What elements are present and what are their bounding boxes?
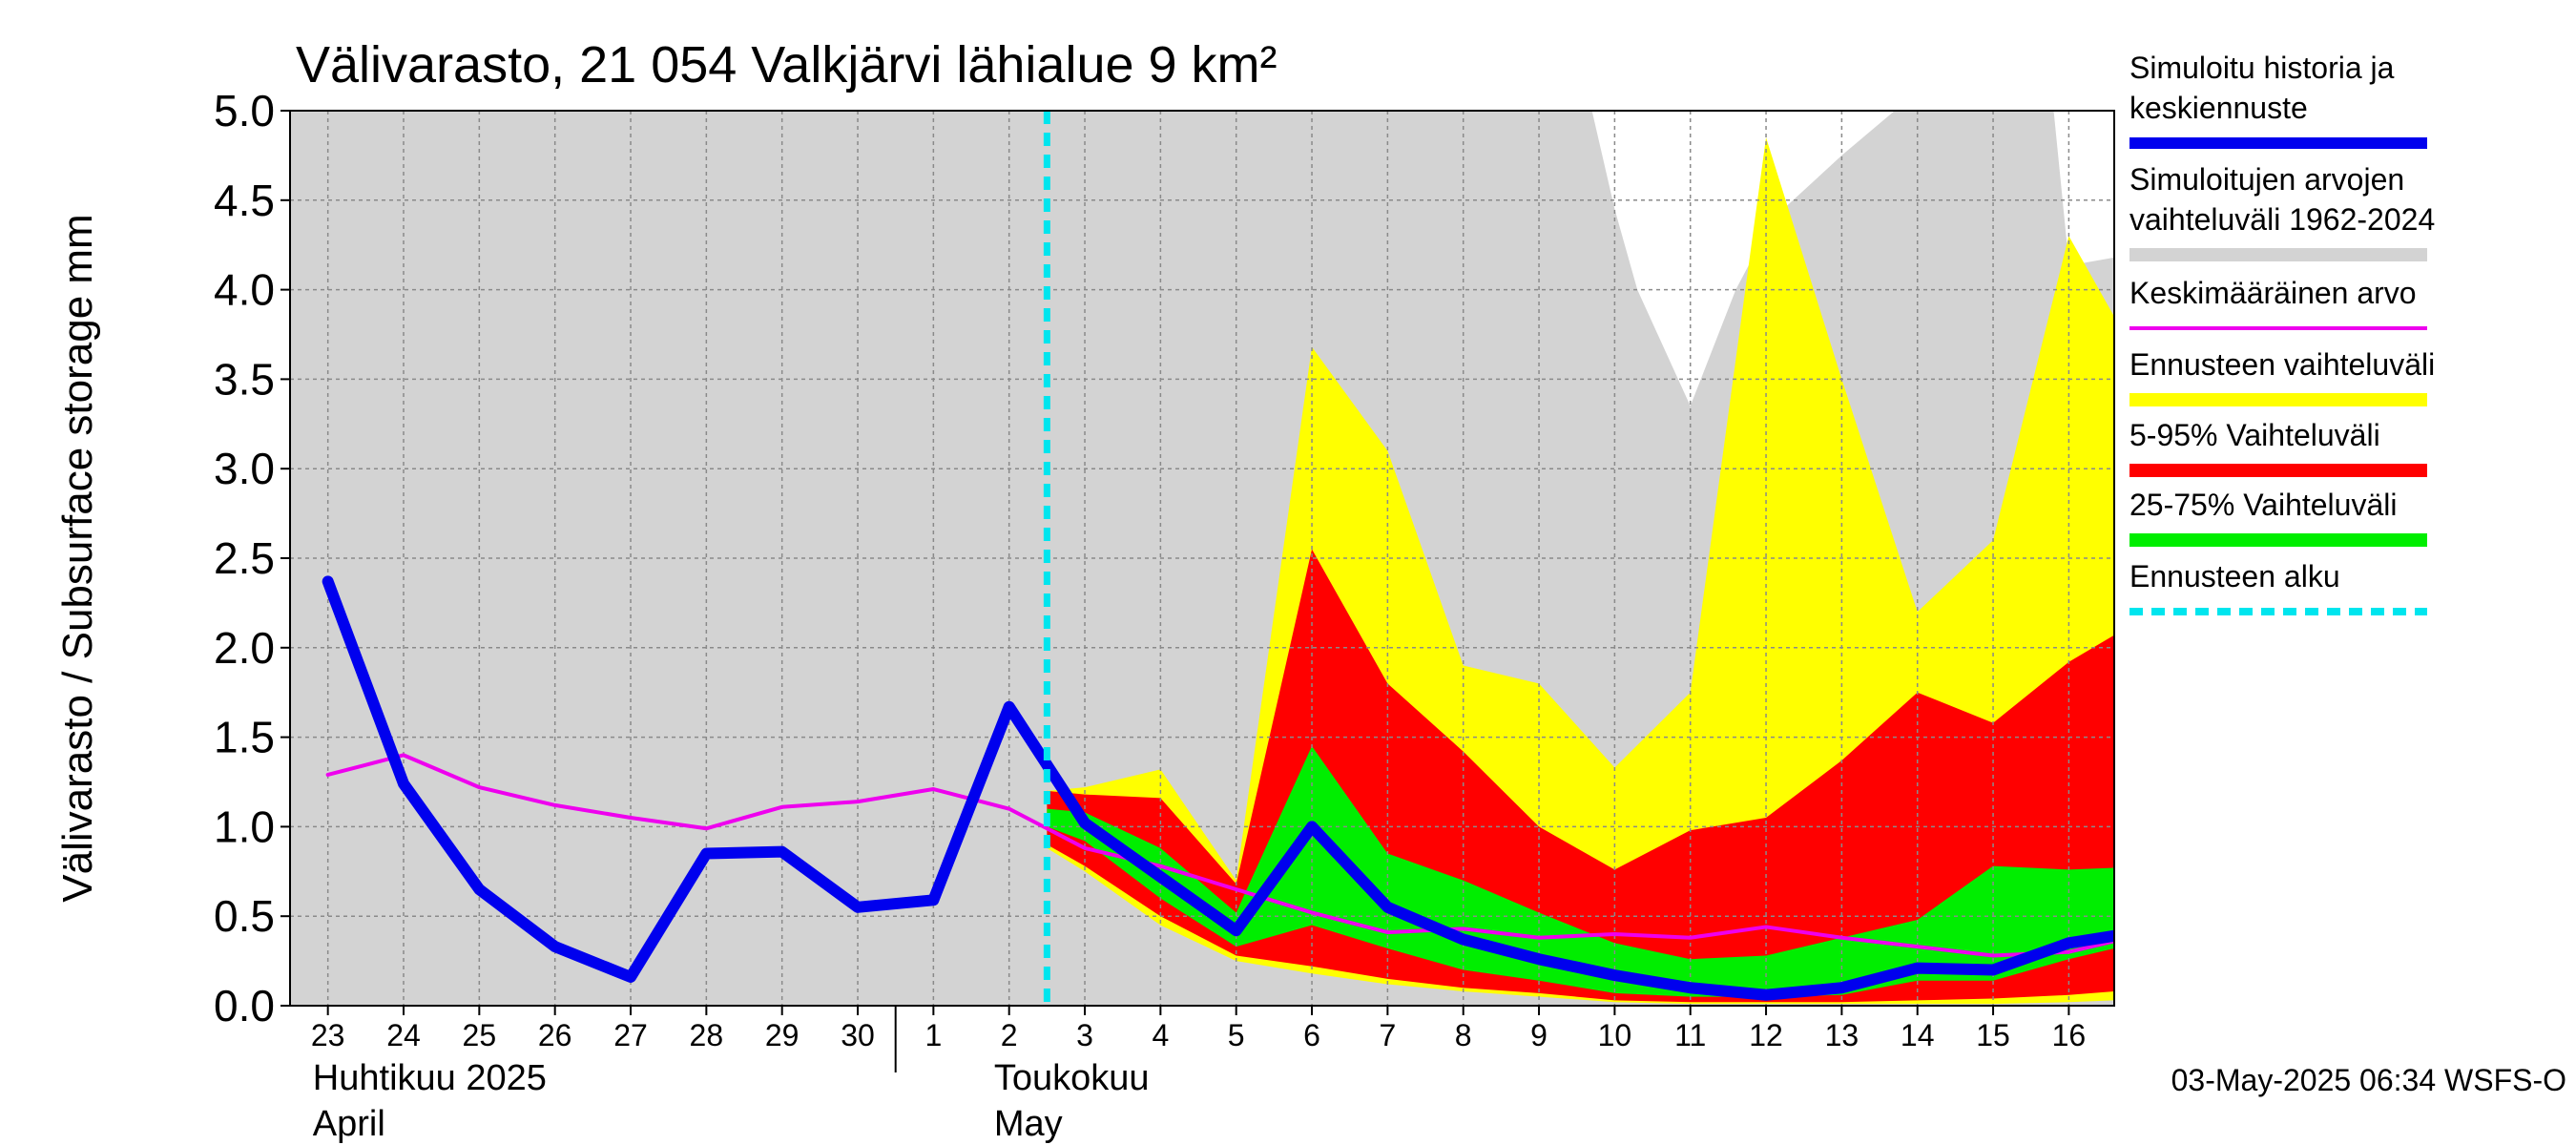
- x-tick-label: 2: [1001, 1018, 1018, 1052]
- y-tick-label: 5.0: [214, 86, 275, 135]
- x-tick-label: 6: [1303, 1018, 1320, 1052]
- x-tick-label: 27: [613, 1018, 648, 1052]
- month-label-fi: Toukokuu: [994, 1058, 1150, 1098]
- chart-title: Välivarasto, 21 054 Valkjärvi lähialue 9…: [296, 36, 1278, 94]
- y-tick-label: 3.0: [214, 444, 275, 493]
- y-tick-label: 1.0: [214, 802, 275, 851]
- band-gap-1: [1591, 111, 1895, 406]
- timestamp: 03-May-2025 06:34 WSFS-O: [2171, 1063, 2566, 1097]
- x-tick-label: 11: [1674, 1018, 1706, 1052]
- y-tick-label: 3.5: [214, 354, 275, 404]
- x-tick-label: 12: [1749, 1018, 1783, 1052]
- x-tick-label: 9: [1530, 1018, 1548, 1052]
- x-tick-label: 3: [1076, 1018, 1093, 1052]
- x-tick-label: 5: [1228, 1018, 1245, 1052]
- series-simuloitu-historia-ja-keskiennuste: [322, 575, 2114, 1001]
- y-tick-label: 0.0: [214, 981, 275, 1030]
- y-tick-label: 4.5: [214, 176, 275, 225]
- x-tick-label: 30: [841, 1018, 875, 1052]
- legend-label: Ennusteen alku: [2129, 559, 2340, 593]
- series-keskimaarainen-arvo: [325, 753, 2114, 958]
- band-25-75-vaihteluvali: [1047, 745, 2114, 997]
- legend-label: 25-75% Vaihteluväli: [2129, 488, 2397, 522]
- legend: Simuloitu historia ja keskiennuste Simuloi…: [2129, 51, 2435, 615]
- month-label-en: April: [313, 1104, 385, 1144]
- x-tick-label: 28: [690, 1018, 724, 1052]
- y-tick-label: 1.5: [214, 713, 275, 762]
- x-tick-label: 1: [924, 1018, 942, 1052]
- x-tick-label: 25: [463, 1018, 497, 1052]
- x-tick-label: 10: [1598, 1018, 1632, 1052]
- x-tick-label: 29: [765, 1018, 800, 1052]
- x-tick-label: 13: [1825, 1018, 1859, 1052]
- x-tick-label: 14: [1901, 1018, 1935, 1052]
- x-tick-label: 16: [2052, 1018, 2087, 1052]
- x-tick-label: 4: [1152, 1018, 1169, 1052]
- y-tick-label: 2.0: [214, 623, 275, 673]
- y-axis-label: Välivarasto / Subsurface storage mm: [54, 214, 101, 902]
- legend-label: 5-95% Vaihteluväli: [2129, 418, 2380, 452]
- x-tick-label: 23: [311, 1018, 345, 1052]
- legend-label: Keskimääräinen arvo: [2129, 276, 2417, 310]
- x-tick-label: 7: [1379, 1018, 1396, 1052]
- month-label-fi: Huhtikuu 2025: [313, 1058, 547, 1098]
- x-tick-label: 24: [386, 1018, 421, 1052]
- month-label-en: May: [994, 1104, 1063, 1144]
- x-tick-label: 8: [1455, 1018, 1472, 1052]
- month-labels: Huhtikuu 2025 April Toukokuu May: [313, 1058, 1150, 1144]
- y-tick-label: 2.5: [214, 533, 275, 583]
- x-tick-label: 15: [1976, 1018, 2010, 1052]
- legend-label: Simuloitu historia ja keskiennuste: [2129, 51, 2395, 125]
- y-tick-label: 4.0: [214, 265, 275, 315]
- band-gap-2: [2053, 111, 2114, 263]
- x-axis: 23 24 25 26 27 28 29 30 1 2 3 4 5 6 7 8 9 10 11 12 13 14 15 16: [311, 1006, 2086, 1072]
- x-tick-label: 26: [538, 1018, 572, 1052]
- y-axis: 0.0 0.5 1.0 1.5 2.0 2.5 3.0 3.5 4.0 4.5 5.0: [214, 86, 290, 1030]
- legend-label: Simuloitujen arvojen vaihteluväli 1962-20…: [2129, 162, 2435, 237]
- y-tick-label: 0.5: [214, 891, 275, 941]
- legend-label: Ennusteen vaihteluväli: [2129, 347, 2435, 382]
- line-layer: [322, 111, 2114, 1006]
